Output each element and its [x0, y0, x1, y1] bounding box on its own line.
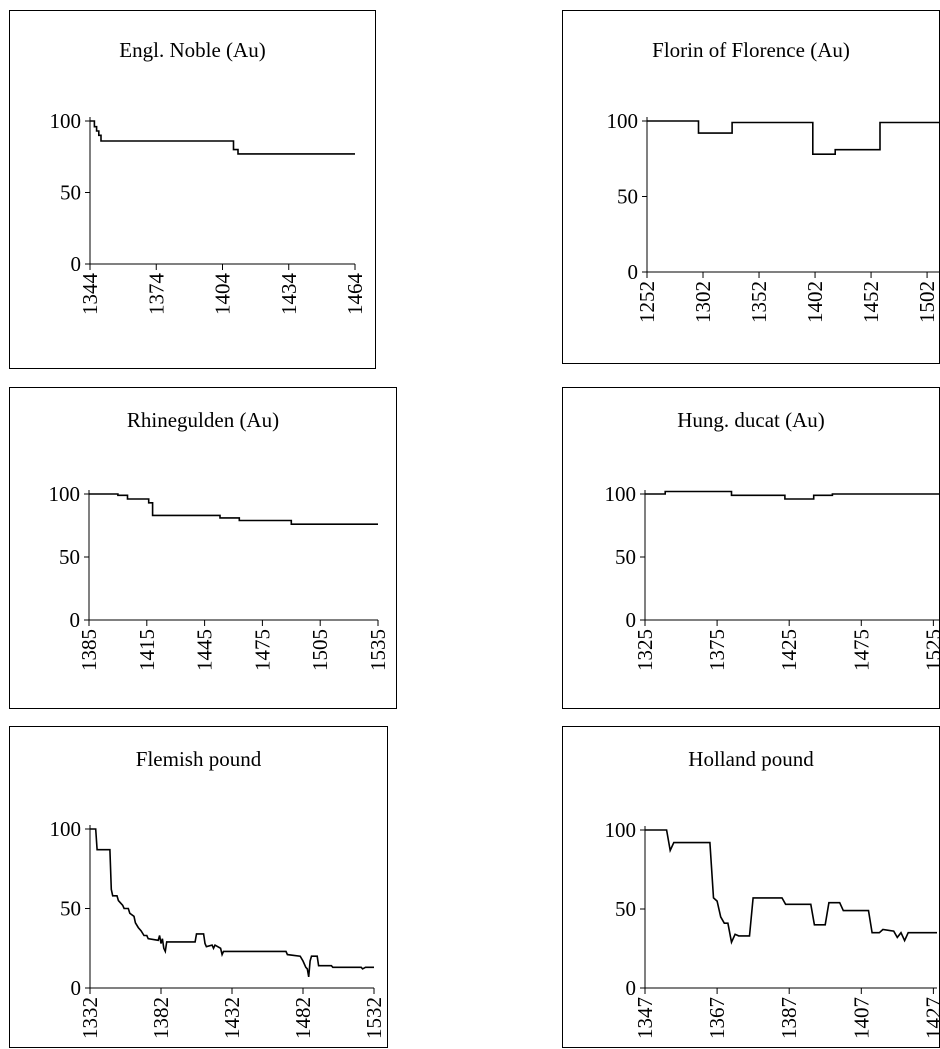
y-tick-label: 0: [626, 608, 637, 632]
y-tick-label: 50: [60, 181, 81, 205]
chart-plot: 0 50 100 1332 1382 1432 1482 1532: [50, 817, 387, 1039]
y-tick-label: 100: [605, 818, 637, 842]
chart-panel-engl-noble: Engl. Noble (Au) 0 50 100 1344 1374 1404 1434 1…: [9, 10, 376, 369]
y-tick-label: 100: [49, 482, 81, 506]
chart-panel-hung-ducat: Hung. ducat (Au) 0 50 100 1325 1375 1425 1475 1…: [562, 387, 940, 709]
y-tick-label: 0: [628, 260, 639, 284]
y-tick-label: 50: [60, 897, 81, 921]
chart-panel-florin-of-florence: Florin of Florence (Au) 0 50 100 1252 1302 13…: [562, 10, 940, 364]
x-tick-label: 1445: [193, 629, 217, 671]
x-tick-label: 1535: [366, 629, 390, 671]
x-tick-label: 1252: [635, 281, 659, 323]
x-tick-label: 1352: [747, 281, 771, 323]
series-line: [645, 490, 940, 500]
chart-panel-holland-pound: Holland pound 0 50 100 1347 1367 1387 1407 1427: [562, 726, 940, 1048]
chart-title: Flemish pound: [135, 747, 262, 771]
y-tick-label: 0: [70, 608, 81, 632]
chart-title: Florin of Florence (Au): [652, 38, 850, 62]
y-tick-label: 50: [615, 545, 636, 569]
series-line: [90, 120, 355, 155]
y-tick-label: 100: [50, 817, 82, 841]
x-tick-label: 1475: [849, 629, 873, 671]
chart-plot: 0 50 100 1344 1374 1404 1434 1464: [50, 109, 368, 316]
x-tick-label: 1407: [849, 997, 873, 1039]
x-tick-label: 1502: [915, 281, 939, 323]
x-tick-label: 1482: [291, 997, 315, 1039]
series-line: [90, 828, 374, 978]
x-tick-label: 1382: [149, 997, 173, 1039]
chart-title: Hung. ducat (Au): [677, 408, 825, 432]
chart-panel-flemish-pound: Flemish pound 0 50 100 1332 1382 1432 1482 1532: [9, 726, 388, 1048]
x-tick-label: 1432: [220, 997, 244, 1039]
y-tick-label: 0: [71, 252, 82, 276]
y-tick-label: 50: [617, 185, 638, 209]
series-line: [647, 120, 940, 155]
chart-plot: 0 50 100 1347 1367 1387 1407 1427: [605, 818, 940, 1039]
x-tick-label: 1374: [144, 273, 168, 316]
y-tick-label: 50: [59, 545, 80, 569]
x-tick-label: 1505: [308, 629, 332, 671]
y-tick-label: 0: [626, 976, 637, 1000]
chart-plot: 0 50 100 1325 1375 1425 1475 1525: [605, 482, 940, 671]
x-tick-label: 1347: [633, 997, 657, 1039]
x-tick-label: 1344: [78, 273, 102, 316]
chart-title: Engl. Noble (Au): [119, 38, 266, 62]
x-tick-label: 1332: [78, 997, 102, 1039]
x-tick-label: 1404: [211, 273, 235, 316]
chart-title: Rhinegulden (Au): [126, 408, 280, 432]
x-tick-label: 1532: [362, 997, 386, 1039]
x-tick-label: 1325: [633, 629, 657, 671]
y-tick-label: 50: [615, 897, 636, 921]
chart-title: Holland pound: [688, 747, 814, 771]
y-tick-label: 0: [71, 976, 82, 1000]
chart-plot: 0 50 100 1252 1302 1352 1402 1452 1502: [607, 109, 940, 323]
x-tick-label: 1464: [343, 273, 367, 316]
x-tick-label: 1475: [250, 629, 274, 671]
x-tick-label: 1452: [859, 281, 883, 323]
y-tick-label: 100: [605, 482, 637, 506]
chart-panel-rhinegulden: Rhinegulden (Au) 0 50 100 1385 1415 1445 1475 1…: [9, 387, 397, 709]
series-line: [89, 493, 378, 525]
x-tick-label: 1525: [921, 629, 940, 671]
x-tick-label: 1387: [777, 997, 801, 1039]
x-tick-label: 1375: [705, 629, 729, 671]
x-tick-label: 1415: [135, 629, 159, 671]
x-tick-label: 1302: [691, 281, 715, 323]
chart-plot: 0 50 100 1385 1415 1445 1475 1505 1535: [49, 482, 391, 671]
x-tick-label: 1425: [777, 629, 801, 671]
y-tick-label: 100: [50, 109, 82, 133]
y-tick-label: 100: [607, 109, 639, 133]
x-tick-label: 1402: [803, 281, 827, 323]
series-line: [645, 829, 937, 945]
x-tick-label: 1434: [277, 273, 301, 316]
x-tick-label: 1427: [921, 997, 940, 1039]
x-tick-label: 1367: [705, 997, 729, 1039]
x-tick-label: 1385: [77, 629, 101, 671]
